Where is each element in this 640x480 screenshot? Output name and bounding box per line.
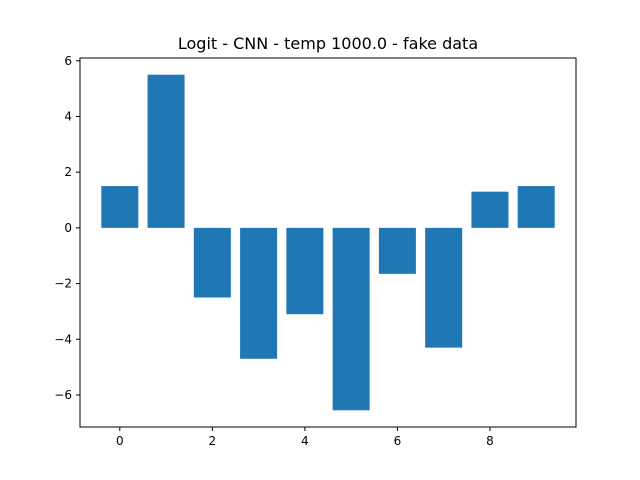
y-tick-label: −6 xyxy=(54,388,72,402)
y-tick-label: −4 xyxy=(54,332,72,346)
y-tick-label: −2 xyxy=(54,277,72,291)
x-axis-ticks: 0 2 4 6 8 xyxy=(116,427,494,448)
bar xyxy=(425,227,463,348)
y-tick-label: 6 xyxy=(64,54,72,68)
y-axis-ticks: −6 −4 −2 0 2 4 6 xyxy=(54,54,80,402)
bar xyxy=(101,186,139,228)
x-tick-label: 6 xyxy=(394,434,402,448)
x-tick-label: 0 xyxy=(116,434,124,448)
bar xyxy=(471,191,509,228)
bar xyxy=(147,74,185,228)
x-tick-label: 2 xyxy=(209,434,217,448)
bars-group xyxy=(101,74,555,411)
x-tick-label: 8 xyxy=(486,434,494,448)
bar xyxy=(286,227,324,315)
x-tick-label: 4 xyxy=(301,434,309,448)
y-tick-label: 2 xyxy=(64,165,72,179)
bar xyxy=(378,227,416,274)
y-tick-label: 0 xyxy=(64,221,72,235)
bar xyxy=(193,227,231,298)
y-tick-label: 4 xyxy=(64,109,72,123)
chart-title: Logit - CNN - temp 1000.0 - fake data xyxy=(178,34,478,53)
bar xyxy=(517,186,555,228)
bar xyxy=(240,227,278,359)
bar xyxy=(332,227,370,411)
plot-frame xyxy=(79,57,577,428)
